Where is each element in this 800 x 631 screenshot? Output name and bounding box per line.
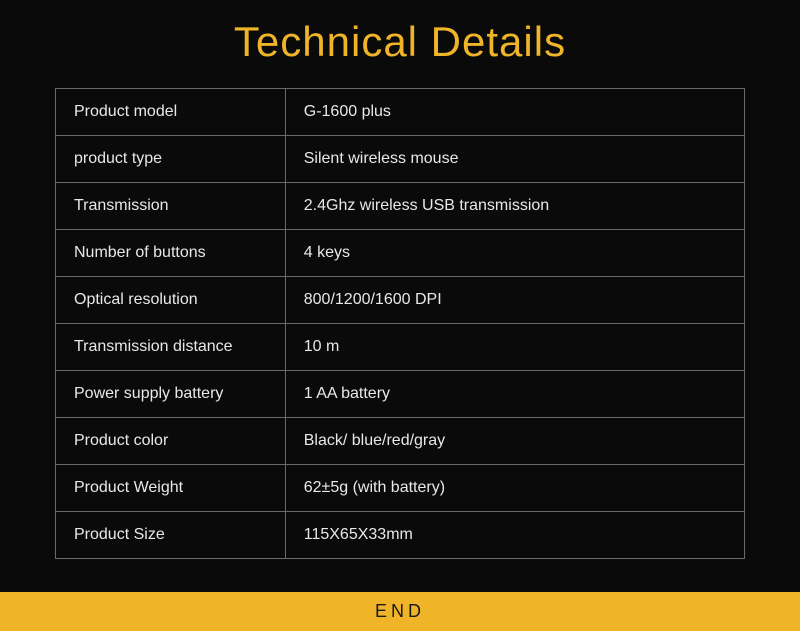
spec-label: Product Size — [56, 512, 286, 559]
table-row: Transmission 2.4Ghz wireless USB transmi… — [56, 183, 745, 230]
table-row: Number of buttons 4 keys — [56, 230, 745, 277]
spec-label: Power supply battery — [56, 371, 286, 418]
spec-label: Product color — [56, 418, 286, 465]
table-row: Optical resolution 800/1200/1600 DPI — [56, 277, 745, 324]
spec-value: 115X65X33mm — [285, 512, 744, 559]
table-row: Product color Black/ blue/red/gray — [56, 418, 745, 465]
spec-label: Optical resolution — [56, 277, 286, 324]
spec-value: 2.4Ghz wireless USB transmission — [285, 183, 744, 230]
spec-value: Silent wireless mouse — [285, 136, 744, 183]
spec-value: 800/1200/1600 DPI — [285, 277, 744, 324]
spec-label: product type — [56, 136, 286, 183]
spec-value: 4 keys — [285, 230, 744, 277]
spec-value: G-1600 plus — [285, 89, 744, 136]
spec-label: Number of buttons — [56, 230, 286, 277]
spec-table: Product model G-1600 plus product type S… — [55, 88, 745, 559]
table-row: Product model G-1600 plus — [56, 89, 745, 136]
table-row: Product Weight 62±5g (with battery) — [56, 465, 745, 512]
spec-value: 62±5g (with battery) — [285, 465, 744, 512]
spec-value: Black/ blue/red/gray — [285, 418, 744, 465]
spec-label: Transmission distance — [56, 324, 286, 371]
spec-value: 10 m — [285, 324, 744, 371]
spec-label: Transmission — [56, 183, 286, 230]
spec-label: Product Weight — [56, 465, 286, 512]
spec-label: Product model — [56, 89, 286, 136]
table-row: Product Size 115X65X33mm — [56, 512, 745, 559]
spec-value: 1 AA battery — [285, 371, 744, 418]
table-row: Power supply battery 1 AA battery — [56, 371, 745, 418]
page-title: Technical Details — [0, 0, 800, 88]
table-row: Transmission distance 10 m — [56, 324, 745, 371]
table-row: product type Silent wireless mouse — [56, 136, 745, 183]
footer-bar: END — [0, 592, 800, 631]
